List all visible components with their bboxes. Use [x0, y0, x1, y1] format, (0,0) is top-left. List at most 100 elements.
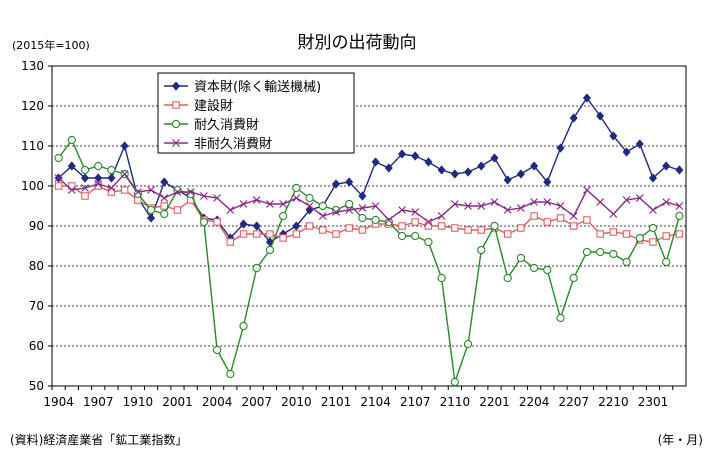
x-tick-label: 2001 — [162, 395, 193, 409]
data-point — [569, 212, 578, 220]
data-point — [212, 345, 222, 355]
data-point — [160, 209, 169, 219]
y-tick-label: 60 — [29, 339, 44, 353]
data-point — [516, 169, 525, 179]
data-point — [543, 265, 552, 275]
legend-item: 耐久消費財 — [164, 118, 259, 133]
data-point — [424, 237, 433, 247]
data-point — [146, 205, 156, 215]
data-point — [120, 186, 129, 194]
data-point — [556, 313, 565, 323]
legend-label: 建設財 — [194, 98, 233, 114]
data-point — [411, 208, 420, 216]
data-point — [450, 200, 459, 208]
data-point — [411, 151, 420, 161]
data-point — [54, 153, 63, 163]
data-point — [583, 186, 591, 194]
data-point — [398, 206, 406, 214]
data-point — [80, 165, 90, 175]
x-tick-label: 1907 — [83, 395, 114, 409]
data-point — [556, 202, 565, 210]
data-point — [358, 213, 367, 223]
data-point — [424, 218, 433, 226]
data-point — [543, 218, 552, 226]
data-point — [186, 188, 195, 196]
data-point — [424, 157, 433, 167]
y-tick-label: 110 — [21, 139, 44, 153]
data-point — [437, 165, 446, 175]
data-point — [292, 230, 301, 238]
legend-item: 非耐久消費財 — [164, 137, 272, 152]
x-tick-label: 1910 — [123, 395, 154, 409]
data-point — [279, 234, 287, 242]
data-point — [292, 221, 301, 231]
data-point — [569, 273, 578, 283]
data-point — [94, 180, 103, 188]
data-point — [503, 230, 512, 238]
data-point — [609, 249, 618, 259]
data-point — [516, 204, 525, 212]
y-tick-label: 90 — [29, 219, 44, 233]
legend-swatch-marker — [172, 101, 180, 109]
data-point — [331, 179, 341, 189]
data-point — [199, 192, 208, 200]
data-point — [67, 186, 76, 194]
x-tick-label: 2210 — [598, 395, 629, 409]
data-point — [252, 221, 261, 231]
data-point — [464, 167, 473, 177]
data-point — [305, 222, 314, 230]
data-point — [622, 196, 631, 204]
data-point — [358, 226, 367, 234]
data-point — [477, 245, 486, 255]
data-point — [120, 141, 129, 151]
data-point — [54, 182, 63, 190]
data-point — [94, 182, 102, 190]
data-point — [213, 194, 222, 202]
data-point — [279, 200, 288, 208]
data-point — [477, 161, 486, 171]
data-point — [265, 245, 275, 255]
data-point — [582, 247, 592, 257]
data-point — [384, 217, 393, 227]
data-point — [675, 211, 684, 221]
data-point — [345, 206, 354, 214]
data-point — [199, 217, 209, 227]
data-point — [239, 219, 248, 229]
data-point — [305, 193, 314, 203]
data-point — [649, 238, 657, 246]
data-point — [622, 257, 631, 267]
data-point — [503, 206, 512, 214]
axis-note: (年・月) — [658, 433, 703, 447]
data-point — [67, 161, 76, 171]
x-tick-label: 2204 — [519, 395, 550, 409]
data-point — [675, 165, 684, 175]
data-point — [345, 224, 353, 232]
data-point — [609, 210, 618, 218]
data-point — [278, 211, 288, 221]
data-point — [450, 169, 459, 179]
data-point — [160, 194, 169, 202]
data-point — [81, 192, 89, 200]
data-point — [120, 170, 129, 178]
data-point — [530, 212, 538, 220]
data-point — [160, 202, 169, 210]
data-point — [437, 212, 446, 220]
data-point — [543, 177, 552, 187]
x-tick-label: 2104 — [360, 395, 391, 409]
data-point — [266, 230, 274, 238]
data-point — [635, 139, 644, 149]
data-point — [226, 206, 235, 214]
data-point — [517, 224, 525, 232]
data-point — [490, 221, 499, 231]
data-point — [292, 194, 301, 202]
data-point — [226, 369, 235, 379]
data-point — [173, 206, 182, 214]
y-tick-label: 120 — [21, 99, 44, 113]
data-point — [239, 321, 248, 331]
y-tick-label: 130 — [21, 59, 44, 73]
data-point — [437, 222, 446, 230]
data-point — [675, 230, 684, 238]
x-tick-label: 2101 — [321, 395, 352, 409]
series-line — [58, 96, 680, 243]
